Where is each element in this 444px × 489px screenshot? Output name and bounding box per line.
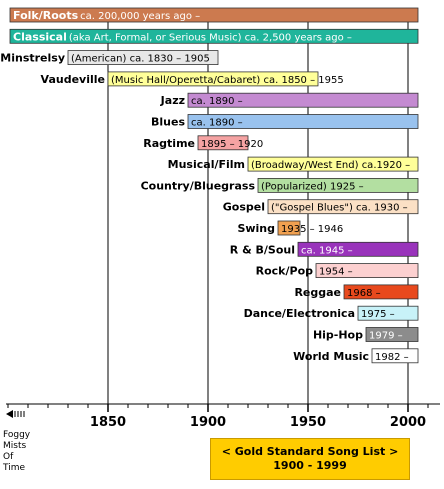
gold-standard-text: < Gold Standard Song List > 1900 - 1999 xyxy=(222,445,399,473)
bar-rect xyxy=(67,50,219,65)
timeline-bar: Ragtime 1895 – 1920 xyxy=(143,135,263,151)
timeline-bar: Hip-Hop 1979 – xyxy=(313,327,419,342)
genre-label: Reggae xyxy=(294,286,341,299)
tick-label: 1900 xyxy=(190,415,226,430)
bar-rect xyxy=(343,284,419,300)
bar-note: 1979 – xyxy=(369,331,403,342)
timeline-bar: Gospel ("Gospel Blues") ca. 1930 – xyxy=(223,199,419,215)
timeline-bar: Folk/Roots ca. 200,000 years ago – xyxy=(9,7,419,23)
tick-label: 1850 xyxy=(90,415,126,430)
bar-rect xyxy=(315,263,419,279)
timeline-bar: Minstrelsy (American) ca. 1830 – 1905 xyxy=(0,50,219,65)
bar-rect xyxy=(267,199,419,215)
bar-note: 1982 – xyxy=(375,352,409,363)
bar-rect xyxy=(107,71,319,87)
timeline-bar: Musical/Film (Broadway/West End) ca.1920 … xyxy=(168,156,419,172)
bar-note: ca. 1890 – xyxy=(191,118,243,129)
timeline-bar: Reggae 1968 – xyxy=(294,284,419,300)
bar-note: 1975 – xyxy=(361,309,395,320)
bar-note: (Popularized) 1925 – xyxy=(261,181,364,192)
bar-note: ca. 1945 – xyxy=(301,245,353,256)
genre-label: Vaudeville xyxy=(41,73,105,86)
gold-standard-box[interactable]: < Gold Standard Song List > 1900 - 1999 xyxy=(210,438,410,480)
genre-label: R & B/Soul xyxy=(230,243,295,256)
genre-label: Minstrelsy xyxy=(0,52,65,65)
genre-label: Ragtime xyxy=(143,137,195,150)
bar-note: 1935 – 1946 xyxy=(281,224,343,235)
foggy-line: Of xyxy=(3,452,14,462)
genre-label: World Music xyxy=(293,350,369,363)
genre-label: Rock/Pop xyxy=(256,265,314,278)
bar-note: ca. 1890 – xyxy=(191,96,243,107)
tick-label: 1950 xyxy=(290,415,326,430)
x-axis: 1850 1900 1950 2000 xyxy=(6,403,440,430)
bar-rect xyxy=(197,135,249,151)
timeline-bar: Dance/Electronica 1975 – xyxy=(244,305,419,321)
timeline-bar: Vaudeville (Music Hall/Operetta/Cabaret) … xyxy=(41,71,344,87)
timeline-bar: Swing 1935 – 1946 xyxy=(237,220,343,236)
bar-note: ("Gospel Blues") ca. 1930 – xyxy=(271,203,408,214)
bar-rect xyxy=(9,7,419,23)
foggy-line: Time xyxy=(3,463,26,473)
bar-rect xyxy=(371,348,419,364)
genre-label: Folk/Roots xyxy=(13,9,79,22)
timeline-bar: Rock/Pop 1954 – xyxy=(256,263,419,279)
genre-label: Swing xyxy=(237,222,275,235)
bar-note: (American) ca. 1830 – 1905 xyxy=(71,54,210,65)
gold-standard-years: 1900 - 1999 xyxy=(273,459,347,472)
bar-rect xyxy=(297,241,419,257)
genre-label: Hip-Hop xyxy=(313,329,363,342)
bar-rect xyxy=(277,220,301,236)
bar-note: (aka Art, Formal, or Serious Music) ca. … xyxy=(69,32,352,43)
left-arrow-icon xyxy=(6,410,25,418)
timeline-bar: Jazz ca. 1890 – xyxy=(160,92,419,108)
foggy-mists-label: Foggy Mists Of Time xyxy=(3,430,30,474)
genre-label: Jazz xyxy=(160,94,185,107)
gold-standard-title: < Gold Standard Song List > xyxy=(221,445,399,458)
bar-note: 1895 – 1920 xyxy=(201,139,263,150)
bar-note: (Music Hall/Operetta/Cabaret) ca. 1850 –… xyxy=(111,75,344,86)
timeline-bar: Country/Bluegrass (Popularized) 1925 – xyxy=(141,177,419,193)
bar-rect xyxy=(257,177,419,193)
bar-rect xyxy=(357,305,419,321)
bar-rect xyxy=(9,28,419,44)
timeline-bar: World Music 1982 – xyxy=(293,348,419,364)
foggy-line: Mists xyxy=(3,441,27,451)
genre-label: Country/Bluegrass xyxy=(141,179,256,192)
bar-rect xyxy=(187,114,419,129)
bar-rect xyxy=(365,327,419,342)
foggy-line: Foggy xyxy=(3,430,31,440)
timeline-bar: Blues ca. 1890 – xyxy=(151,114,419,129)
genre-label: Classical xyxy=(13,30,67,43)
timeline-bar: R & B/Soul ca. 1945 – xyxy=(230,241,419,257)
genre-label: Blues xyxy=(151,116,185,129)
bar-note: 1968 – xyxy=(347,288,381,299)
genre-label: Gospel xyxy=(223,201,265,214)
bar-note: 1954 – xyxy=(319,267,353,278)
genre-label: Dance/Electronica xyxy=(244,307,355,320)
tick-label: 2000 xyxy=(390,415,426,430)
bar-note: ca. 200,000 years ago – xyxy=(80,11,200,22)
genre-label: Musical/Film xyxy=(168,158,245,171)
timeline-bar: Classical (aka Art, Formal, or Serious Mu… xyxy=(9,28,419,44)
bar-note: (Broadway/West End) ca.1920 – xyxy=(251,160,410,171)
bar-rect xyxy=(247,156,419,172)
bar-rect xyxy=(187,92,419,108)
bars: Folk/Roots ca. 200,000 years ago – Classic… xyxy=(0,7,419,364)
